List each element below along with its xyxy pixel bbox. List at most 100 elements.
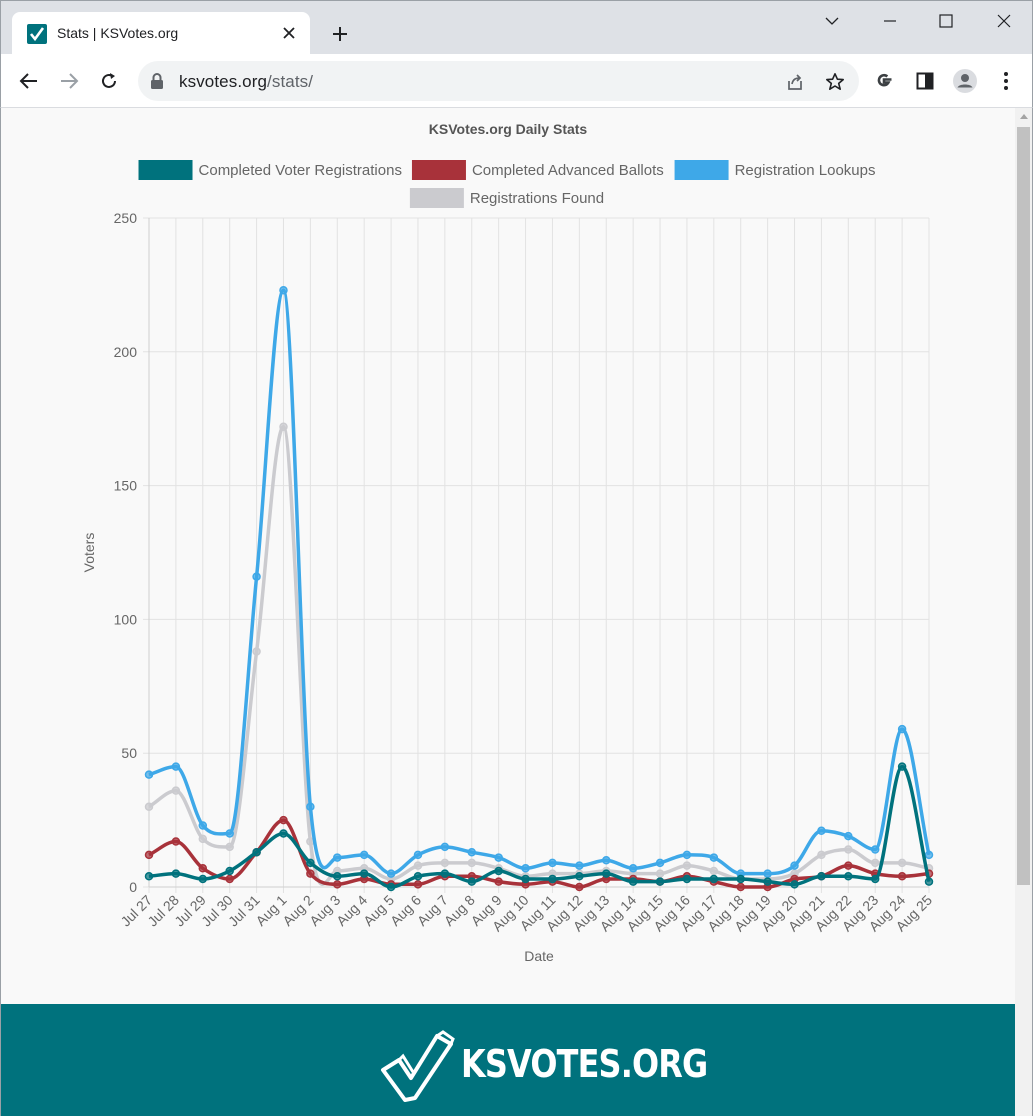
- data-point: [279, 286, 288, 295]
- lock-icon[interactable]: [150, 72, 164, 95]
- data-point: [333, 880, 342, 889]
- star-icon[interactable]: [824, 71, 846, 93]
- minimize-icon[interactable]: [875, 9, 905, 33]
- data-point: [897, 762, 907, 771]
- data-point: [897, 858, 907, 868]
- chart-title: KSVotes.org Daily Stats: [429, 121, 588, 137]
- y-tick-label: 150: [114, 478, 138, 494]
- share-icon[interactable]: [784, 71, 806, 93]
- legend-label: Completed Voter Registrations: [199, 162, 402, 179]
- profile-icon[interactable]: [951, 67, 979, 95]
- legend-swatch: [409, 188, 464, 208]
- data-point: [763, 869, 772, 878]
- tab-strip: Stats | KSVotes.org: [0, 0, 1033, 55]
- data-point: [413, 880, 423, 889]
- data-point: [225, 866, 234, 876]
- forward-arrow-icon[interactable]: [55, 67, 83, 95]
- data-point: [359, 869, 369, 878]
- data-point: [817, 826, 826, 836]
- data-point: [198, 834, 208, 844]
- data-point: [359, 850, 369, 860]
- data-point: [333, 872, 342, 881]
- data-point: [198, 821, 208, 830]
- data-point: [601, 855, 611, 865]
- data-point: [924, 877, 934, 886]
- back-arrow-icon[interactable]: [15, 67, 43, 95]
- scroll-up-icon[interactable]: [1015, 108, 1032, 125]
- url-path: /stats/: [267, 72, 314, 91]
- browser-toolbar: ksvotes.org/stats/: [0, 54, 1033, 108]
- data-point: [548, 858, 557, 868]
- data-point: [844, 872, 853, 881]
- legend-label: Registration Lookups: [735, 162, 876, 179]
- data-point: [870, 845, 880, 854]
- legend-swatch: [674, 160, 729, 180]
- data-point: [198, 864, 208, 873]
- data-point: [494, 866, 503, 876]
- data-point: [494, 853, 503, 862]
- data-point: [736, 882, 745, 892]
- stats-chart: KSVotes.org Daily Stats Completed Voter R…: [81, 121, 935, 964]
- data-point: [171, 837, 181, 846]
- favicon-icon: [27, 24, 47, 44]
- legend-label: Registrations Found: [470, 190, 604, 207]
- legend-label: Completed Advanced Ballots: [472, 162, 664, 179]
- data-point: [601, 869, 611, 878]
- y-tick-label: 100: [114, 611, 138, 627]
- series-line: [148, 288, 931, 876]
- y-tick-label: 250: [114, 210, 138, 226]
- data-point: [333, 853, 342, 862]
- tab-title: Stats | KSVotes.org: [57, 25, 179, 41]
- minimize-icon[interactable]: [817, 9, 847, 33]
- data-point: [198, 874, 208, 884]
- data-point: [682, 874, 692, 884]
- url-text: ksvotes.org/stats/: [179, 72, 313, 92]
- data-point: [171, 786, 181, 795]
- page-viewport: KSVotes.org Daily Stats Completed Voter R…: [0, 108, 1033, 1116]
- data-point: [682, 861, 692, 870]
- data-point: [655, 858, 665, 868]
- data-point: [225, 842, 234, 852]
- data-point: [575, 861, 584, 870]
- y-tick-label: 0: [129, 879, 137, 895]
- data-point: [413, 850, 423, 860]
- series-line: [148, 424, 930, 886]
- data-point: [306, 858, 315, 868]
- data-point: [548, 874, 557, 884]
- google-icon[interactable]: [870, 67, 898, 95]
- y-tick-label: 200: [114, 344, 138, 360]
- maximize-icon[interactable]: [931, 9, 961, 33]
- address-bar[interactable]: ksvotes.org/stats/: [138, 61, 859, 101]
- data-point: [279, 829, 288, 838]
- close-icon[interactable]: [278, 22, 300, 44]
- reload-icon[interactable]: [95, 67, 123, 95]
- window-close-icon[interactable]: [989, 9, 1019, 33]
- footer-logo[interactable]: KSVOTES.ORG: [379, 1030, 708, 1102]
- data-point: [252, 647, 261, 656]
- x-axis-title: Date: [524, 948, 554, 964]
- data-point: [171, 762, 181, 771]
- data-point: [144, 802, 154, 811]
- data-point: [817, 850, 826, 860]
- data-point: [897, 724, 907, 734]
- data-point: [413, 872, 423, 881]
- y-axis-title: Voters: [81, 533, 97, 573]
- series-line: [148, 764, 931, 889]
- data-point: [413, 861, 423, 870]
- data-point: [144, 872, 154, 881]
- data-point: [279, 815, 288, 825]
- data-point: [655, 877, 665, 886]
- data-point: [171, 869, 181, 878]
- data-point: [844, 861, 853, 870]
- data-point: [467, 847, 477, 857]
- browser-tab[interactable]: Stats | KSVotes.org: [12, 12, 310, 55]
- sidebar-icon[interactable]: [911, 67, 939, 95]
- plus-icon[interactable]: [327, 21, 353, 47]
- data-point: [306, 802, 315, 811]
- data-point: [440, 842, 450, 852]
- data-point: [144, 770, 154, 779]
- scrollbar[interactable]: [1015, 108, 1032, 1116]
- scrollbar-thumb[interactable]: [1017, 127, 1030, 885]
- more-vert-icon[interactable]: [992, 67, 1020, 95]
- data-point: [252, 847, 261, 857]
